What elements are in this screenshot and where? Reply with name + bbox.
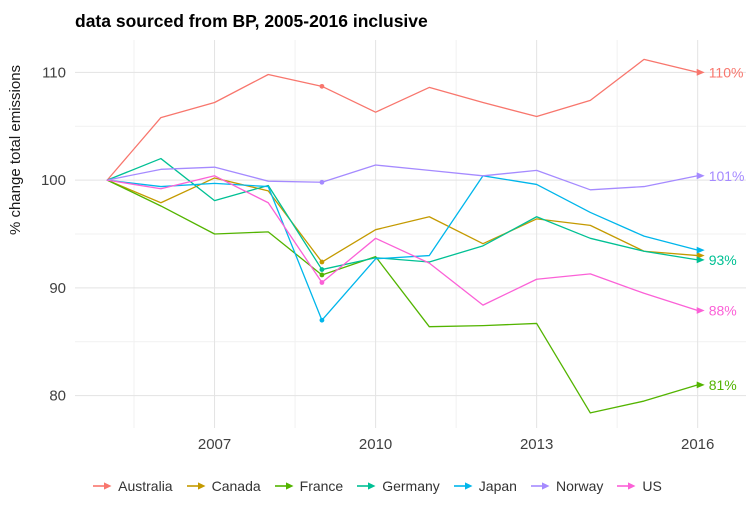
arrowhead-icon-norway: [696, 172, 705, 180]
series-line-canada: [106, 177, 699, 263]
x-tick-label: 2007: [198, 436, 231, 453]
series-line-norway: [106, 164, 699, 191]
marker-2009-japan: [319, 317, 325, 323]
legend-key-arrowhead: [285, 482, 294, 490]
y-tick-label: 110: [42, 64, 66, 81]
series-line-germany: [106, 157, 699, 271]
marker-2009-us: [319, 280, 325, 285]
marker-2009-canada: [319, 259, 325, 265]
legend-key-arrow-icon-australia: [93, 482, 112, 490]
series-line-us: [106, 175, 699, 312]
marker-2009-germany: [319, 267, 325, 272]
series-line-france: [106, 179, 699, 414]
legend-key-arrowhead: [628, 482, 636, 490]
marker-2009-australia: [319, 83, 325, 89]
series-line-japan: [106, 175, 699, 321]
legend-label-us: US: [642, 478, 662, 494]
arrowhead-icon-germany: [696, 256, 705, 264]
legend-item-canada: Canada: [186, 478, 261, 494]
legend-key-arrowhead: [368, 482, 376, 490]
y-tick-label: 100: [41, 172, 66, 189]
arrowhead-icon-france: [696, 381, 705, 389]
x-tick-label: 2013: [520, 436, 553, 453]
legend-key-arrowhead: [197, 482, 206, 490]
legend-key-arrow-icon-germany: [357, 482, 376, 490]
legend-label-germany: Germany: [382, 478, 440, 494]
legend-key-arrow-icon-canada: [186, 482, 206, 490]
marker-2009-norway: [319, 179, 325, 185]
arrowhead-icon-canada: [696, 252, 705, 259]
legend-label-australia: Australia: [118, 478, 173, 494]
legend-key-arrow-icon-france: [274, 482, 294, 490]
legend-label-france: France: [299, 478, 344, 494]
chart-title: data sourced from BP, 2005-2016 inclusiv…: [75, 11, 428, 31]
x-tick-label: 2010: [359, 436, 392, 453]
legend-item-us: US: [616, 478, 662, 494]
arrowhead-icon-us: [696, 307, 705, 314]
y-axis-label: % change total emissions: [7, 65, 24, 235]
legend-label-canada: Canada: [211, 478, 261, 494]
legend-label-norway: Norway: [555, 478, 604, 494]
legend-key-arrow-icon-us: [617, 482, 636, 490]
y-tick-label: 80: [49, 388, 66, 405]
end-label-france: 81%: [709, 377, 737, 393]
y-tick-label: 90: [49, 280, 66, 297]
end-label-norway: 101%: [709, 168, 745, 184]
arrowhead-icon-australia: [696, 68, 705, 76]
legend-item-australia: Australia: [92, 478, 173, 494]
x-tick-label: 2016: [681, 436, 714, 453]
legend-key-arrowhead: [464, 482, 473, 490]
legend-key-arrow-icon-japan: [453, 482, 473, 490]
legend-item-germany: Germany: [356, 478, 440, 494]
end-label-us: 88%: [709, 303, 737, 319]
end-label-germany: 93%: [709, 252, 737, 268]
legend-key-arrowhead: [541, 482, 550, 490]
legend-item-norway: Norway: [530, 478, 603, 494]
legend-key-arrowhead: [104, 482, 112, 490]
marker-2009-france: [319, 272, 325, 278]
end-label-australia: 110%: [709, 64, 744, 80]
legend-item-france: France: [274, 478, 344, 494]
legend: Australia Canada France Germany Japan Norway U…: [0, 472, 754, 500]
legend-label-japan: Japan: [478, 478, 517, 494]
series-line-australia: [106, 58, 699, 181]
arrowhead-icon-japan: [696, 246, 705, 254]
legend-item-japan: Japan: [453, 478, 517, 494]
legend-key-arrow-icon-norway: [530, 482, 550, 490]
